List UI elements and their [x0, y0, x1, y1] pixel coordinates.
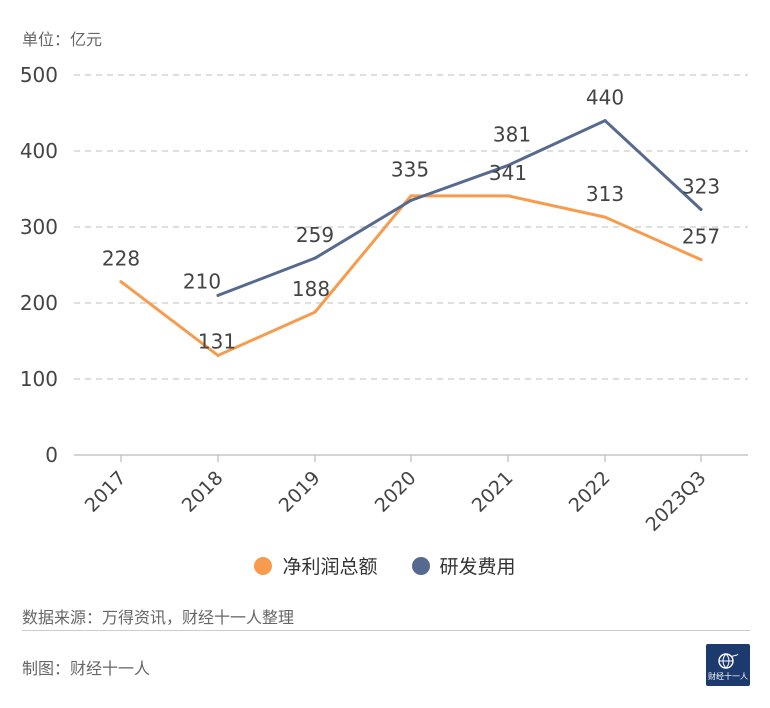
data-label: 257	[682, 225, 720, 249]
data-point	[216, 353, 220, 357]
data-labels: 228 131 210 188 259 335 381 341 440 313 323 257	[102, 86, 720, 354]
data-label: 440	[586, 86, 624, 110]
data-label: 228	[102, 247, 140, 271]
y-tick-label: 400	[20, 139, 58, 163]
data-point	[313, 256, 317, 260]
legend-label-rd-expense: 研发费用	[439, 556, 516, 578]
x-tick-label: 2018	[178, 467, 228, 517]
legend-marker-net-profit	[254, 556, 273, 575]
data-label: 381	[493, 122, 531, 146]
x-tick-label: 2019	[275, 467, 325, 517]
y-tick-label: 500	[20, 63, 58, 87]
series-lines	[119, 119, 703, 357]
legend-item-net-profit: 净利润总额	[254, 552, 378, 579]
y-tick-label: 100	[20, 367, 58, 391]
legend: 净利润总额 研发费用	[0, 552, 770, 579]
data-point	[699, 208, 703, 212]
data-point	[506, 194, 510, 198]
legend-marker-rd-expense	[411, 556, 430, 575]
data-point	[603, 119, 607, 123]
y-tick-label: 200	[20, 291, 58, 315]
x-tick-label: 2017	[81, 467, 131, 517]
y-axis-ticks: 0 100 200 300 400 500	[20, 63, 58, 467]
y-tick-label: 300	[20, 215, 58, 239]
data-point	[216, 293, 220, 297]
logo-text: 财经十一人	[708, 672, 748, 681]
legend-item-rd-expense: 研发费用	[411, 552, 516, 579]
data-point	[313, 310, 317, 314]
data-label: 323	[682, 175, 720, 199]
data-label: 131	[198, 329, 236, 353]
data-point	[603, 215, 607, 219]
y-tick-label: 0	[45, 443, 58, 467]
data-point	[119, 280, 123, 284]
x-axis-ticks: 2017 2018 2019 2020 2021 2022 2023Q3	[81, 455, 711, 536]
globe-icon	[718, 653, 739, 669]
x-tick-label: 2021	[468, 467, 518, 517]
legend-label-net-profit: 净利润总额	[282, 556, 378, 578]
data-label: 259	[296, 223, 334, 247]
data-point	[409, 194, 413, 198]
data-point	[699, 258, 703, 262]
unit-label: 单位：亿元	[22, 30, 103, 49]
data-label: 210	[183, 269, 221, 293]
grid-lines	[74, 74, 748, 456]
brand-logo: 财经十一人	[706, 644, 750, 686]
series-line-1	[216, 119, 703, 297]
data-point	[409, 198, 413, 202]
data-point	[506, 163, 510, 167]
source-note: 数据来源：万得资讯，财经十一人整理	[22, 608, 295, 627]
x-tick-label: 2022	[565, 467, 615, 517]
data-label: 335	[391, 157, 429, 181]
x-tick-label: 2020	[371, 467, 421, 517]
data-label: 313	[586, 182, 624, 206]
data-label: 188	[292, 277, 330, 301]
made-by-note: 制图：财经十一人	[22, 659, 151, 678]
x-tick-label: 2023Q3	[642, 467, 711, 536]
divider	[22, 630, 750, 631]
data-label: 341	[489, 161, 527, 185]
line-chart: 0 100 200 300 400 500 2017 2018 2019 2020 2021 202…	[20, 63, 748, 536]
